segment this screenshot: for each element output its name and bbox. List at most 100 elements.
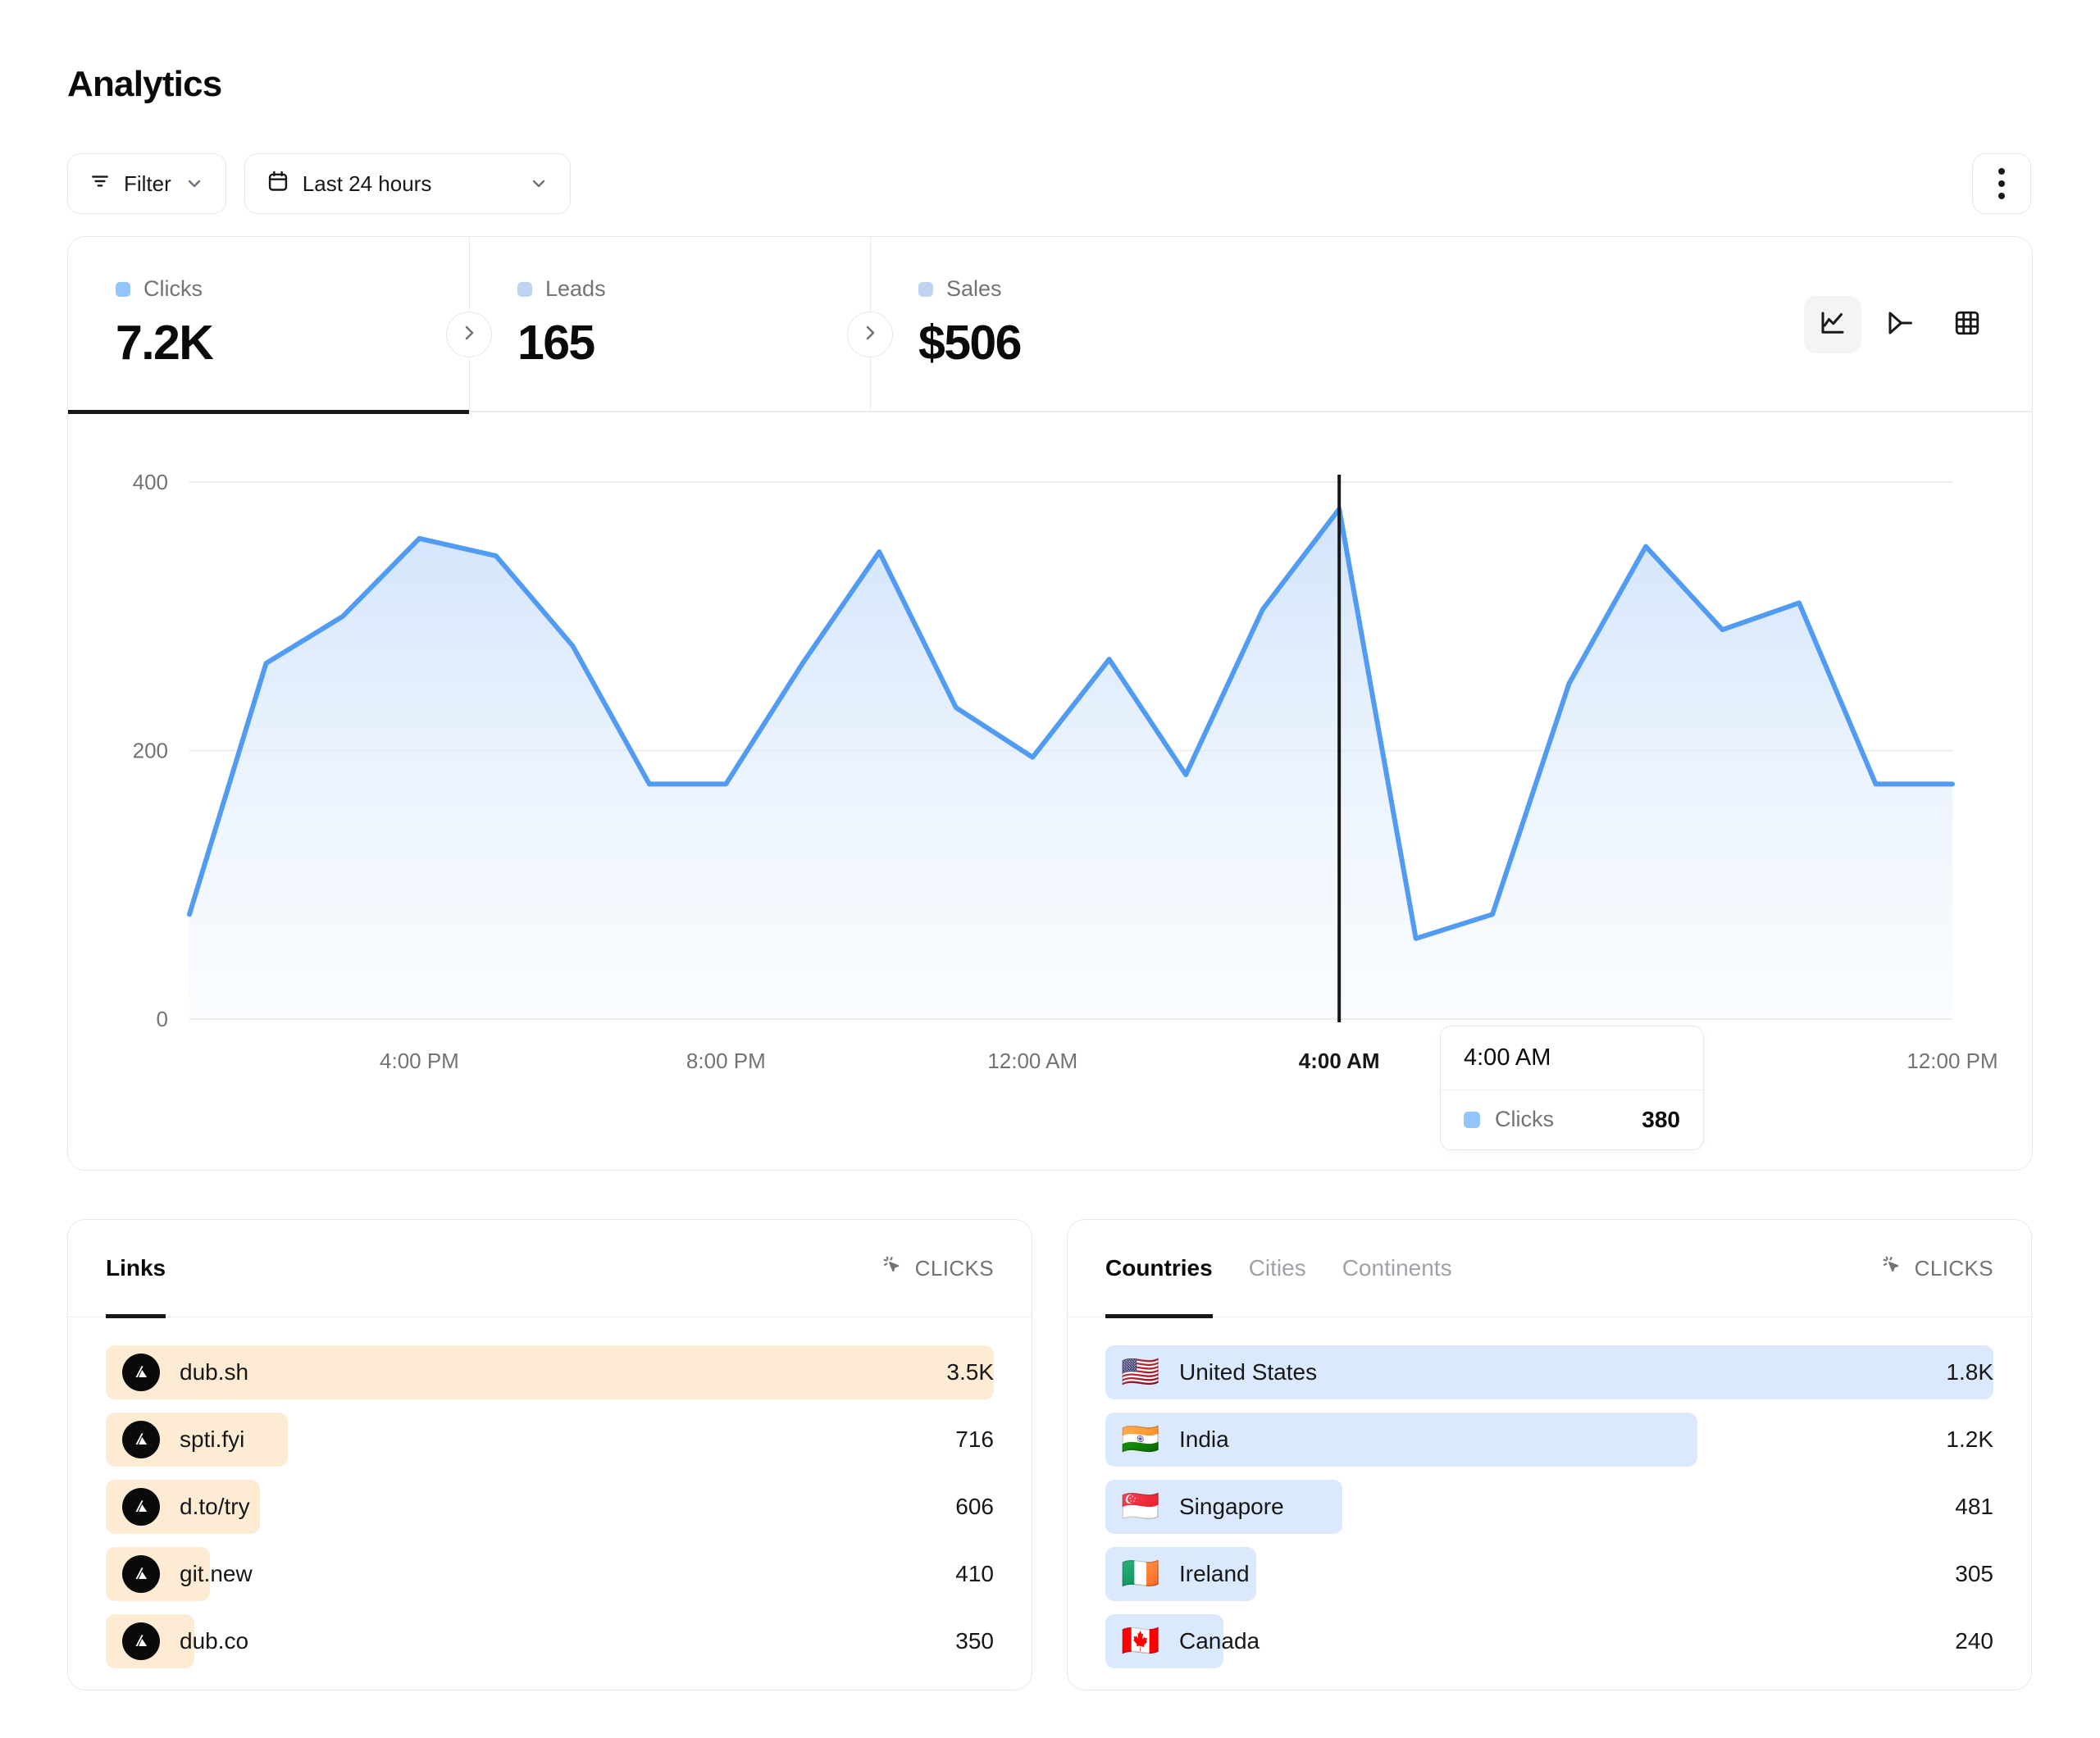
list-item-label: United States [1179, 1359, 1318, 1385]
flag-icon: 🇮🇪 [1121, 1557, 1160, 1591]
links-panel: Links CLICKS dub.sh 3.5K spti.fyi 716 d.to/t… [67, 1219, 1032, 1690]
list-item-value: 3.5K [946, 1359, 994, 1385]
funnel-icon [1885, 308, 1915, 342]
metric-next-button-2[interactable] [847, 312, 893, 357]
list-item-value: 481 [1955, 1494, 1993, 1519]
filter-button[interactable]: Filter [67, 153, 226, 214]
list-item-label: spti.fyi [180, 1426, 245, 1452]
metric-label: Sales [946, 276, 1002, 301]
list-item[interactable]: git.new 410 [106, 1542, 994, 1606]
line-chart-view-button[interactable] [1804, 296, 1861, 353]
more-options-button[interactable] [1972, 153, 2031, 214]
list-item[interactable]: d.to/try 606 [106, 1475, 994, 1539]
more-vertical-icon [1998, 193, 2005, 199]
funnel-view-button[interactable] [1871, 296, 1929, 353]
toolbar: Filter Last 24 hours [67, 153, 571, 214]
page-title: Analytics [67, 64, 222, 104]
links-metric-toggle[interactable]: CLICKS [881, 1254, 994, 1282]
svg-text:400: 400 [133, 470, 168, 494]
tab-cities[interactable]: Cities [1248, 1255, 1306, 1281]
chart-tooltip: 4:00 AM Clicks 380 [1440, 1025, 1704, 1150]
sales-color-swatch [918, 281, 933, 297]
flag-icon: 🇸🇬 [1121, 1490, 1160, 1524]
chevron-right-icon [459, 323, 479, 347]
dub-logo-icon [122, 1421, 160, 1458]
links-list: dub.sh 3.5K spti.fyi 716 d.to/try 606 git.new 4… [68, 1317, 1032, 1690]
links-metric-label: CLICKS [914, 1255, 994, 1281]
svg-text:4:00 AM: 4:00 AM [1299, 1049, 1380, 1073]
list-item-value: 350 [955, 1628, 994, 1654]
filter-icon [89, 171, 111, 198]
list-item-label: dub.sh [180, 1359, 249, 1385]
metric-next-button-1[interactable] [446, 312, 492, 357]
bar-fill [1105, 1480, 1343, 1534]
bar-fill [1105, 1614, 1224, 1668]
list-item-label: dub.co [180, 1628, 249, 1654]
list-item[interactable]: dub.sh 3.5K [106, 1340, 994, 1404]
list-item-label: git.new [180, 1561, 253, 1586]
metric-card-leads[interactable]: Leads 165 [469, 237, 870, 411]
list-item[interactable]: 🇮🇳 India 1.2K [1105, 1408, 1993, 1472]
list-item-value: 305 [1955, 1561, 1993, 1586]
clicks-color-swatch [116, 281, 130, 297]
bottom-panels: Links CLICKS dub.sh 3.5K spti.fyi 716 d.to/t… [67, 1219, 2032, 1690]
metric-value: 7.2K [116, 316, 214, 370]
date-range-button[interactable]: Last 24 hours [244, 153, 571, 214]
dub-logo-icon [122, 1488, 160, 1526]
clicks-color-swatch [1464, 1111, 1480, 1128]
table-view-button[interactable] [1938, 296, 1996, 353]
dub-logo-icon [122, 1354, 160, 1391]
links-panel-header: Links CLICKS [68, 1220, 1032, 1318]
locations-metric-label: CLICKS [1914, 1255, 1993, 1281]
list-item-label: Canada [1179, 1628, 1260, 1654]
chevron-down-icon [184, 174, 204, 193]
date-range-label: Last 24 hours [302, 171, 432, 196]
locations-panel-header: Countries Cities Continents CLICKS [1068, 1220, 2031, 1318]
tab-countries[interactable]: Countries [1105, 1220, 1213, 1318]
view-toggle-group [1804, 296, 1996, 353]
list-item-value: 1.2K [1946, 1426, 1993, 1452]
filter-label: Filter [124, 171, 171, 196]
tooltip-row: Clicks 380 [1441, 1090, 1703, 1149]
bar-fill [1105, 1345, 1993, 1399]
list-item-value: 410 [955, 1561, 994, 1586]
list-item-value: 606 [955, 1494, 994, 1519]
metric-label: Leads [545, 276, 606, 301]
metric-value: 165 [517, 316, 595, 370]
flag-icon: 🇮🇳 [1121, 1422, 1160, 1457]
metric-card-sales[interactable]: Sales $506 [870, 237, 2032, 411]
list-item[interactable]: 🇺🇸 United States 1.8K [1105, 1340, 1993, 1404]
locations-metric-toggle[interactable]: CLICKS [1881, 1254, 1993, 1282]
list-item-label: Ireland [1179, 1561, 1250, 1586]
leads-color-swatch [517, 281, 532, 297]
list-item-label: India [1179, 1426, 1229, 1452]
list-item[interactable]: dub.co 350 [106, 1609, 994, 1673]
flag-icon: 🇺🇸 [1121, 1355, 1160, 1390]
bar-fill [1105, 1547, 1256, 1601]
locations-panel: Countries Cities Continents CLICKS 🇺🇸 Unite… [1067, 1219, 2032, 1690]
svg-text:8:00 PM: 8:00 PM [686, 1049, 766, 1073]
more-vertical-icon [1998, 180, 2005, 187]
calendar-icon [266, 170, 289, 198]
list-item[interactable]: spti.fyi 716 [106, 1408, 994, 1472]
tab-continents[interactable]: Continents [1342, 1255, 1452, 1281]
grid-table-icon [1953, 309, 1981, 341]
metric-card-clicks[interactable]: Clicks 7.2K [68, 237, 469, 414]
metric-value: $506 [918, 316, 1022, 370]
list-item-value: 716 [955, 1426, 994, 1452]
list-item-label: d.to/try [180, 1494, 250, 1519]
svg-text:200: 200 [133, 738, 168, 762]
svg-text:12:00 PM: 12:00 PM [1906, 1049, 1998, 1073]
list-item-value: 240 [1955, 1628, 1993, 1654]
tooltip-time: 4:00 AM [1441, 1026, 1703, 1090]
list-item[interactable]: 🇨🇦 Canada 240 [1105, 1609, 1993, 1673]
svg-text:4:00 PM: 4:00 PM [380, 1049, 459, 1073]
svg-text:0: 0 [157, 1007, 168, 1031]
list-item[interactable]: 🇮🇪 Ireland 305 [1105, 1542, 1993, 1606]
list-item[interactable]: 🇸🇬 Singapore 481 [1105, 1475, 1993, 1539]
tab-links[interactable]: Links [106, 1220, 166, 1318]
list-item-value: 1.8K [1946, 1359, 1993, 1385]
line-chart-icon [1818, 308, 1847, 342]
